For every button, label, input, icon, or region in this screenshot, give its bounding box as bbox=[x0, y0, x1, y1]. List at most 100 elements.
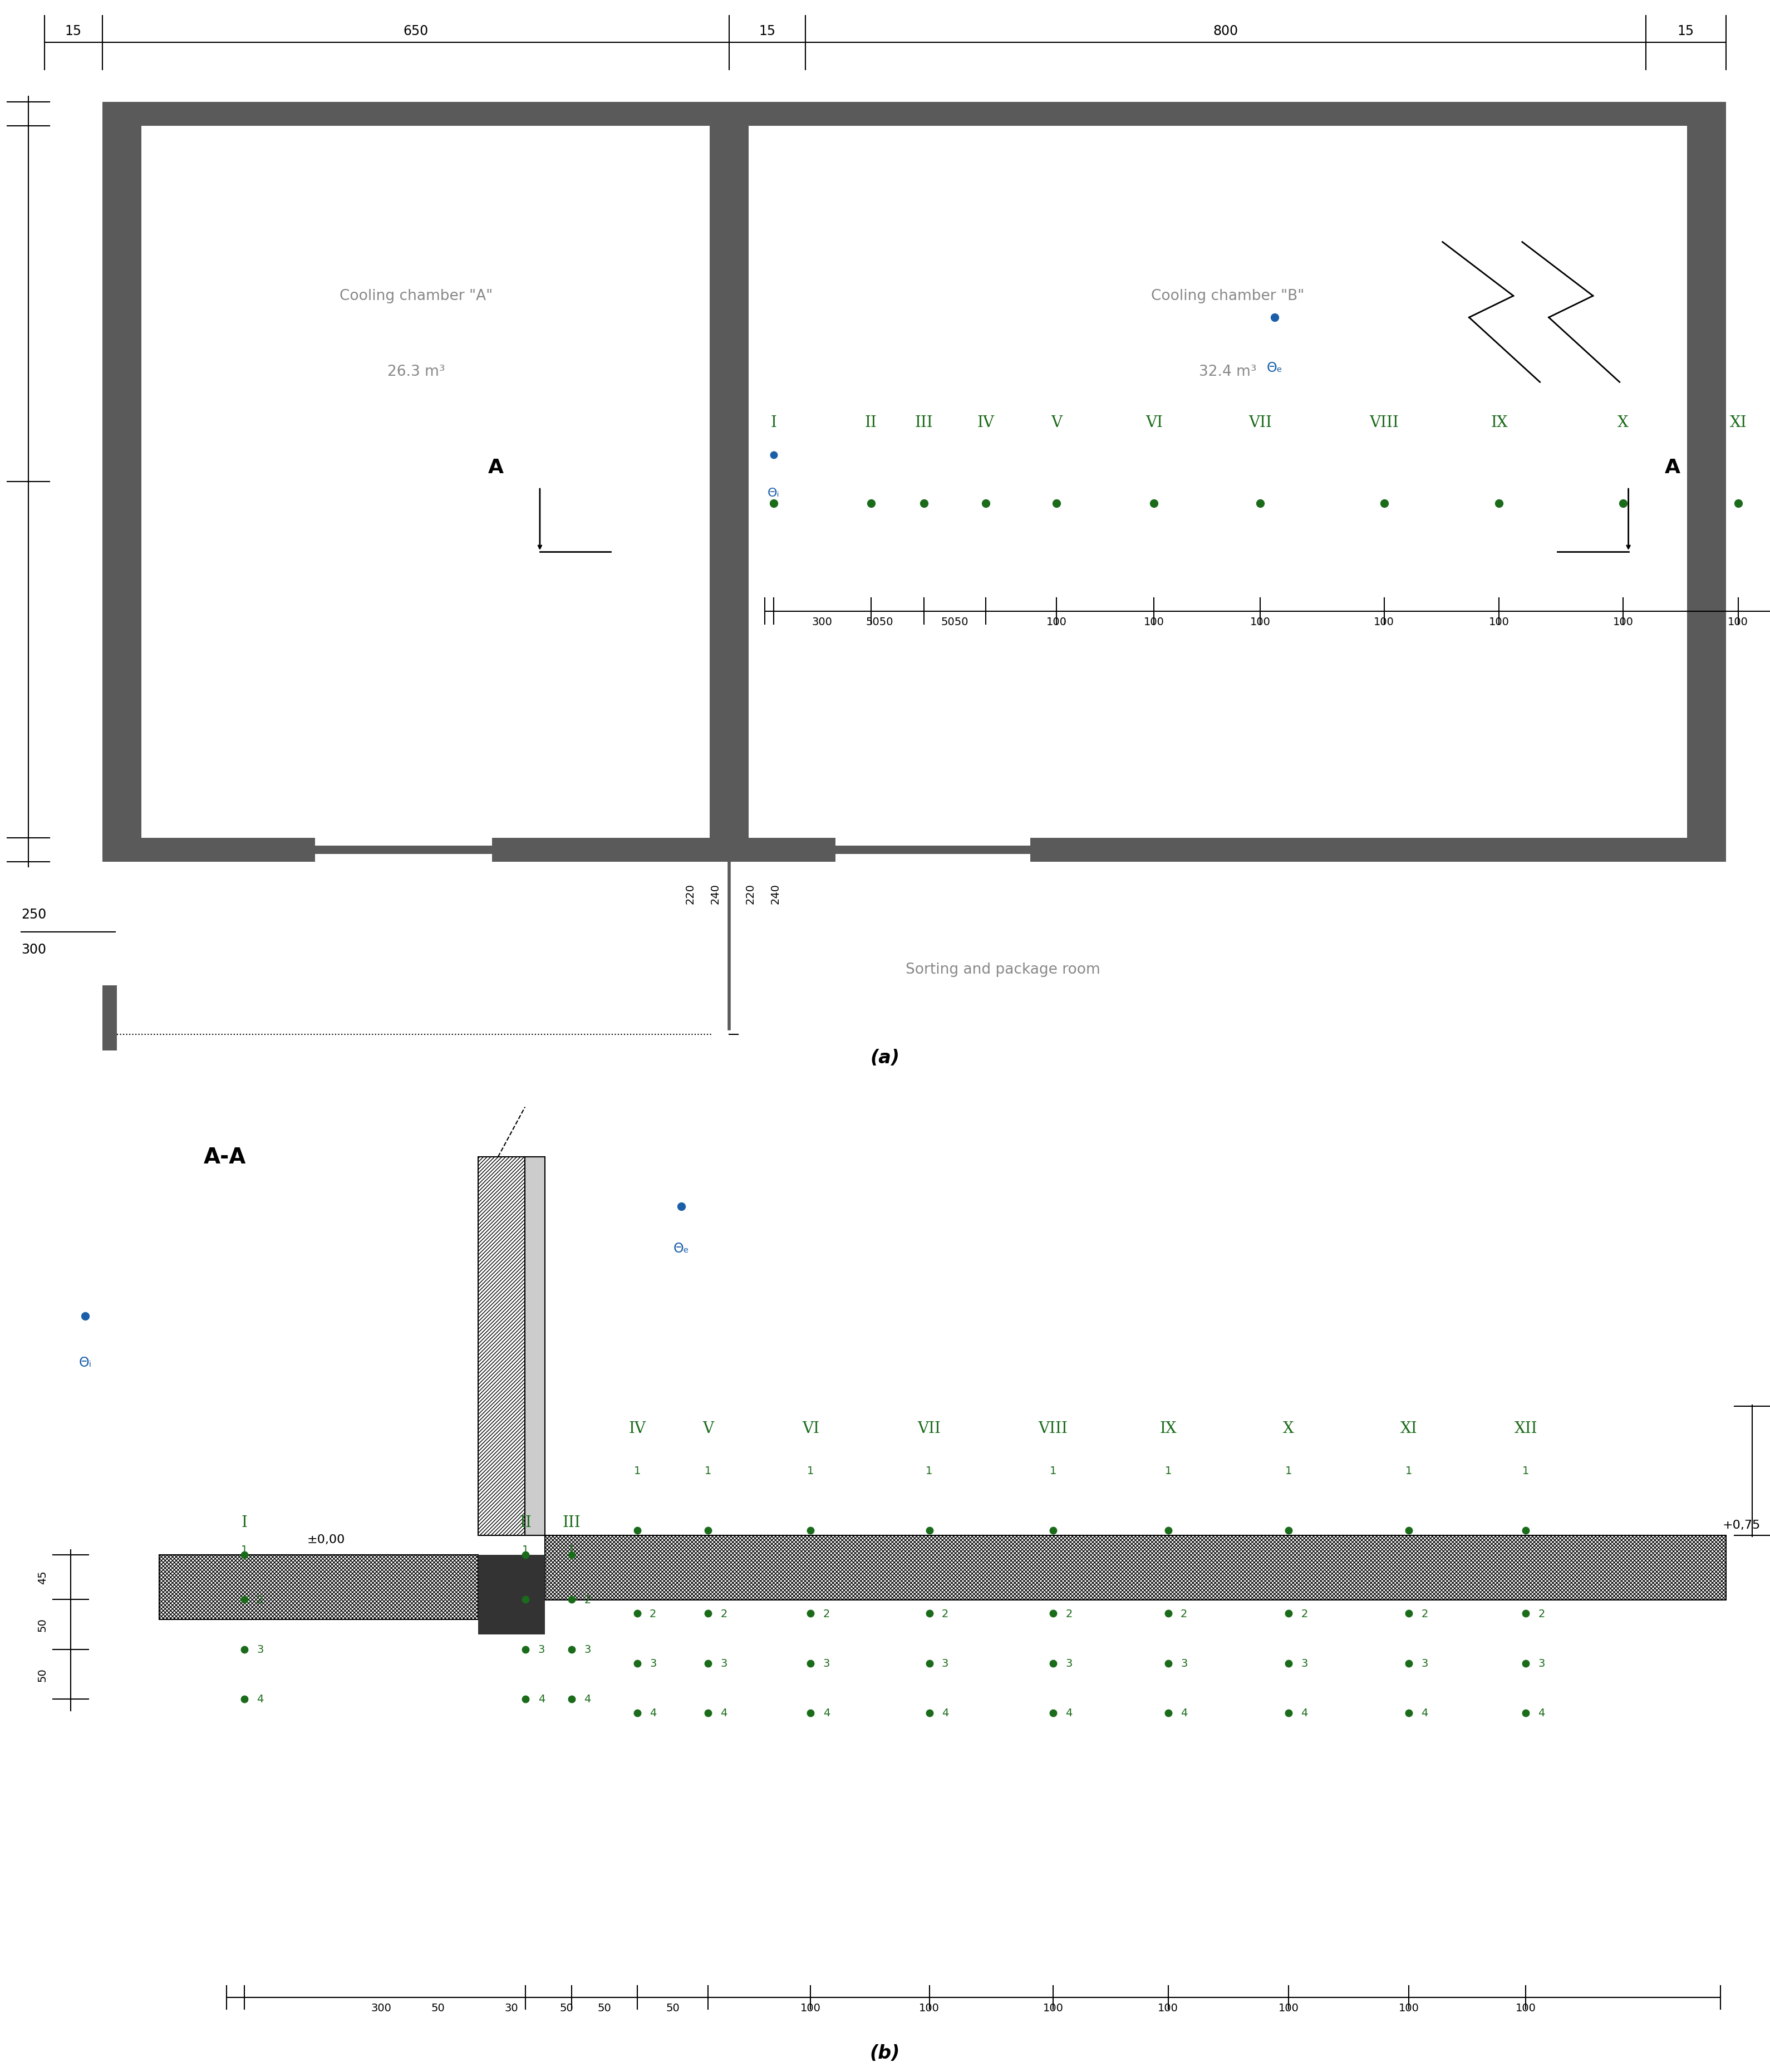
Text: 2: 2 bbox=[650, 1608, 657, 1618]
Text: 5050: 5050 bbox=[942, 617, 968, 628]
Text: 1: 1 bbox=[1405, 1465, 1412, 1475]
Text: ±0,00: ±0,00 bbox=[306, 1533, 345, 1546]
Text: 3: 3 bbox=[650, 1658, 657, 1668]
Bar bbox=[315, 845, 492, 854]
Text: A-A: A-A bbox=[204, 1146, 246, 1169]
Text: 3: 3 bbox=[1066, 1658, 1073, 1668]
Text: 3: 3 bbox=[1421, 1658, 1428, 1668]
Text: 26.3 m³: 26.3 m³ bbox=[388, 365, 444, 379]
Bar bbox=[103, 102, 1726, 126]
Bar bbox=[478, 1554, 545, 1635]
Text: I: I bbox=[241, 1515, 248, 1529]
Text: Θₑ: Θₑ bbox=[673, 1241, 690, 1256]
Bar bbox=[315, 839, 492, 862]
Text: 1: 1 bbox=[522, 1544, 529, 1554]
Bar bbox=[835, 839, 1030, 862]
Text: 2: 2 bbox=[1301, 1608, 1308, 1618]
Text: 3: 3 bbox=[584, 1643, 591, 1656]
Text: 4: 4 bbox=[1301, 1707, 1308, 1718]
Text: 15: 15 bbox=[0, 841, 2, 858]
Text: 1: 1 bbox=[1285, 1465, 1292, 1475]
Text: 250: 250 bbox=[21, 908, 46, 922]
Text: VII: VII bbox=[1248, 414, 1273, 431]
Text: 2: 2 bbox=[823, 1608, 830, 1618]
Text: 3: 3 bbox=[1538, 1658, 1545, 1668]
Text: VII: VII bbox=[917, 1421, 942, 1436]
Text: 2: 2 bbox=[942, 1608, 949, 1618]
Text: 100: 100 bbox=[800, 2002, 821, 2014]
Bar bbox=[545, 1535, 1726, 1600]
Text: 2: 2 bbox=[1421, 1608, 1428, 1618]
Text: 600: 600 bbox=[0, 292, 2, 317]
Text: 100: 100 bbox=[1728, 617, 1749, 628]
Text: Sorting and package room: Sorting and package room bbox=[906, 963, 1099, 976]
Text: 15: 15 bbox=[1678, 25, 1694, 37]
Text: 15: 15 bbox=[0, 106, 2, 122]
Text: 3: 3 bbox=[942, 1658, 949, 1668]
Text: 2: 2 bbox=[1181, 1608, 1188, 1618]
Text: III: III bbox=[915, 414, 933, 431]
Text: IV: IV bbox=[977, 414, 995, 431]
Text: 300: 300 bbox=[21, 943, 46, 955]
Text: 240: 240 bbox=[710, 883, 720, 903]
Text: Cooling chamber "A": Cooling chamber "A" bbox=[340, 290, 492, 303]
Text: 4: 4 bbox=[650, 1707, 657, 1718]
Text: VIII: VIII bbox=[1039, 1421, 1067, 1436]
Bar bbox=[835, 845, 1030, 854]
Text: 32.4 m³: 32.4 m³ bbox=[1198, 365, 1257, 379]
Text: +0,75: +0,75 bbox=[1722, 1519, 1759, 1531]
Text: 4: 4 bbox=[1066, 1707, 1073, 1718]
Bar bbox=[710, 102, 749, 839]
Text: 1: 1 bbox=[1165, 1465, 1172, 1475]
Text: V: V bbox=[1051, 414, 1062, 431]
Text: 4: 4 bbox=[1421, 1707, 1428, 1718]
Text: 2: 2 bbox=[1538, 1608, 1545, 1618]
Text: 100: 100 bbox=[1612, 617, 1634, 628]
Text: 50: 50 bbox=[37, 1668, 48, 1680]
Text: 100: 100 bbox=[1043, 2002, 1064, 2014]
Bar bbox=[103, 986, 117, 1051]
Text: 4: 4 bbox=[1538, 1707, 1545, 1718]
Bar bbox=[710, 833, 749, 862]
Bar bbox=[103, 839, 1726, 862]
Text: 100: 100 bbox=[1398, 2002, 1420, 2014]
Text: 15: 15 bbox=[759, 25, 775, 37]
Text: 2: 2 bbox=[1066, 1608, 1073, 1618]
Text: (b): (b) bbox=[869, 2043, 901, 2062]
Text: 2: 2 bbox=[538, 1593, 545, 1606]
Text: VI: VI bbox=[802, 1421, 820, 1436]
Text: 1: 1 bbox=[241, 1544, 248, 1554]
Text: 300: 300 bbox=[372, 2002, 391, 2014]
Text: 1: 1 bbox=[807, 1465, 814, 1475]
Bar bbox=[159, 1554, 478, 1620]
Text: 50: 50 bbox=[432, 2002, 444, 2014]
Text: 1: 1 bbox=[704, 1465, 712, 1475]
Text: 800: 800 bbox=[1212, 25, 1239, 37]
Text: 650: 650 bbox=[404, 25, 428, 37]
Text: 2: 2 bbox=[584, 1593, 591, 1606]
Text: Θᵢ: Θᵢ bbox=[78, 1355, 92, 1370]
Text: Θᵢ: Θᵢ bbox=[768, 487, 779, 499]
Text: A: A bbox=[489, 458, 503, 477]
Text: 100: 100 bbox=[1250, 617, 1271, 628]
Text: 100: 100 bbox=[919, 2002, 940, 2014]
Text: 50: 50 bbox=[598, 2002, 611, 2014]
Text: IX: IX bbox=[1490, 414, 1508, 431]
Text: 5050: 5050 bbox=[866, 617, 894, 628]
Text: (a): (a) bbox=[871, 1048, 899, 1067]
Text: 100: 100 bbox=[1046, 617, 1067, 628]
Text: 2: 2 bbox=[720, 1608, 727, 1618]
Text: 240: 240 bbox=[770, 883, 781, 903]
Text: 100: 100 bbox=[1515, 2002, 1536, 2014]
Text: VI: VI bbox=[1145, 414, 1163, 431]
Text: XI: XI bbox=[1729, 414, 1747, 431]
Text: XI: XI bbox=[1400, 1421, 1418, 1436]
Bar bbox=[103, 102, 142, 862]
Text: 220: 220 bbox=[685, 883, 696, 903]
Text: II: II bbox=[866, 414, 876, 431]
Text: 50: 50 bbox=[666, 2002, 680, 2014]
Text: Θₑ: Θₑ bbox=[1266, 361, 1283, 375]
Text: 3: 3 bbox=[538, 1643, 545, 1656]
Text: I: I bbox=[770, 414, 777, 431]
Text: IX: IX bbox=[1159, 1421, 1177, 1436]
